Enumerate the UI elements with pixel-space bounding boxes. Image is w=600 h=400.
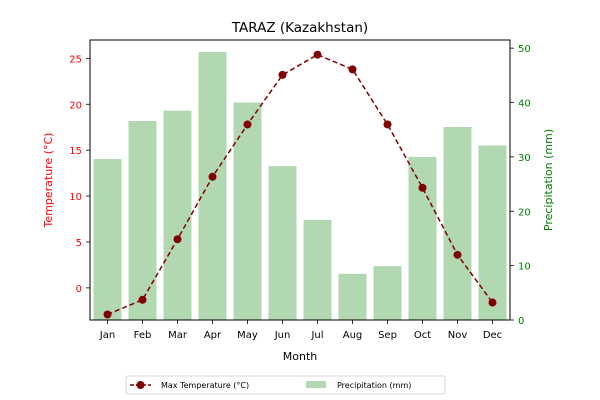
precipitation-bar	[128, 121, 157, 321]
chart-title: TARAZ (Kazakhstan)	[231, 20, 368, 36]
y-left-tick-label: 0	[76, 284, 82, 295]
legend-bar-swatch	[306, 381, 326, 388]
y-axis-left-label: Temperature (°C)	[42, 133, 55, 229]
legend-label-precipitation: Precipitation (mm)	[337, 381, 411, 390]
temperature-point	[418, 183, 427, 192]
precipitation-bars	[93, 51, 507, 321]
x-tick-label: Feb	[134, 330, 152, 341]
legend: Max Temperature (°C) Precipitation (mm)	[125, 375, 446, 395]
y-right-tick-label: 10	[518, 262, 531, 273]
precipitation-bar	[303, 219, 332, 320]
temperature-point	[278, 70, 287, 79]
x-tick-label: Jan	[99, 330, 115, 341]
y-right-tick-label: 50	[518, 44, 531, 55]
precipitation-bar	[478, 145, 507, 320]
precipitation-bar	[233, 102, 262, 321]
precipitation-bar	[198, 51, 227, 320]
y-left-tick-label: 5	[76, 238, 82, 249]
x-tick-label: Sep	[378, 330, 397, 341]
x-tick-label: Aug	[343, 330, 363, 341]
plot-frame	[89, 39, 511, 321]
temperature-point	[208, 172, 217, 181]
legend-label-temperature: Max Temperature (°C)	[161, 381, 249, 390]
x-tick-label: Nov	[448, 330, 468, 341]
temperature-point	[488, 298, 497, 307]
temperature-point	[103, 310, 112, 319]
temperature-point	[453, 250, 462, 259]
x-tick-label: May	[237, 330, 258, 341]
temperature-point	[383, 120, 392, 129]
x-tick-label: Jul	[310, 330, 323, 341]
y-left-tick-label: 10	[69, 192, 82, 203]
y-axis-right-label: Precipitation (mm)	[542, 129, 555, 231]
y-right-tick-label: 0	[518, 316, 524, 327]
temperature-point	[173, 235, 182, 244]
y-left-tick-label: 20	[69, 100, 82, 111]
x-axis-label: Month	[283, 350, 318, 363]
legend-marker-swatch	[136, 381, 145, 389]
x-tick-label: Dec	[483, 330, 502, 341]
y-right-tick-label: 40	[518, 99, 531, 110]
axis-ticks: Jan Feb Mar Apr May Jun Jul Aug Sep Oct Nov Dec 0 5 10…	[69, 44, 530, 341]
x-tick-label: Oct	[414, 330, 431, 341]
temperature-point	[313, 50, 322, 59]
y-left-tick-label: 25	[69, 54, 82, 65]
y-left-tick-label: 15	[69, 146, 82, 157]
precipitation-bar	[408, 156, 437, 320]
temperature-point	[243, 120, 252, 129]
precipitation-bar	[338, 273, 367, 320]
temperature-series-line	[107, 53, 494, 316]
precipitation-bar	[373, 266, 402, 320]
temperature-line	[103, 50, 497, 319]
y-right-tick-label: 20	[518, 207, 531, 218]
precipitation-bar	[268, 166, 297, 320]
x-tick-label: Apr	[204, 330, 222, 341]
precipitation-bar	[93, 159, 122, 320]
precipitation-bar	[443, 126, 472, 320]
y-right-tick-label: 30	[518, 153, 531, 164]
temperature-point	[348, 65, 357, 74]
precipitation-bar	[163, 110, 192, 320]
x-tick-label: Jun	[274, 330, 291, 341]
legend-box	[125, 375, 446, 395]
x-tick-label: Mar	[168, 330, 188, 341]
temperature-point	[138, 295, 147, 304]
